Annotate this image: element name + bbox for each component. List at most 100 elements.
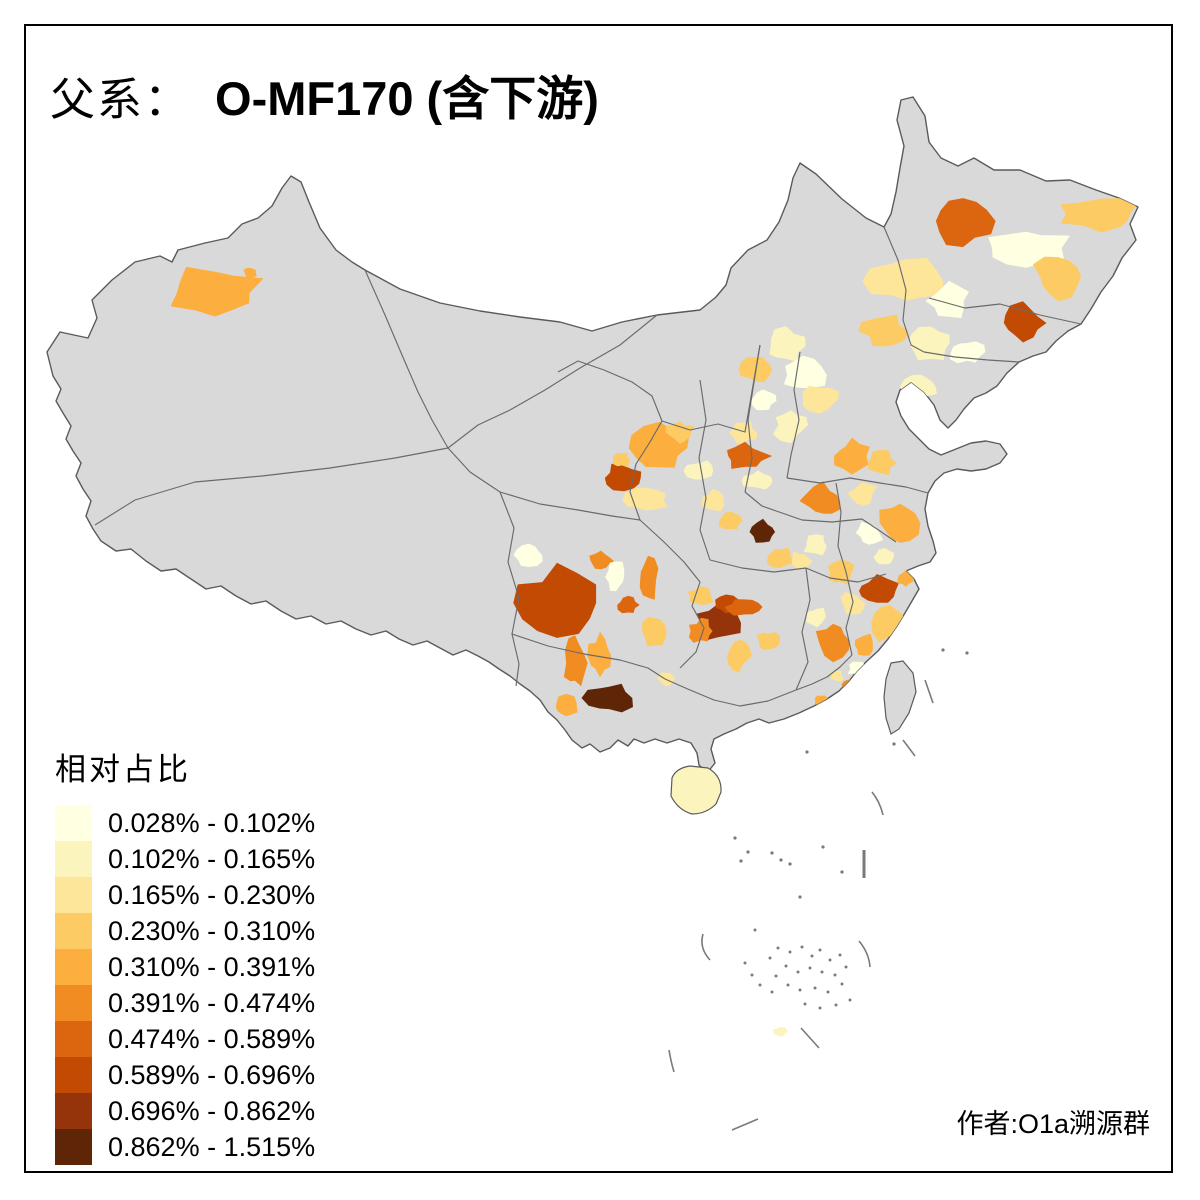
legend-range-label: 0.391% - 0.474%: [108, 987, 316, 1018]
prefecture-region: [563, 635, 588, 687]
prefecture-region: [581, 683, 633, 713]
legend-swatch: [55, 913, 92, 949]
legend-swatch: [55, 1057, 92, 1093]
prefecture-region: [802, 385, 839, 414]
prefecture-region: [854, 633, 873, 656]
legend-range-label: 0.102% - 0.165%: [108, 843, 316, 874]
legend-range-label: 0.165% - 0.230%: [108, 879, 316, 910]
prefecture-region: [665, 421, 694, 444]
prefecture-region: [908, 326, 950, 361]
legend-row: 0.862% - 1.515%: [55, 1129, 315, 1165]
prefecture-region: [815, 623, 850, 663]
prefecture-region: [847, 661, 870, 676]
prefecture-region: [791, 551, 813, 570]
prefecture-region: [170, 266, 264, 317]
attribution-text: 作者:O1a溯源群: [956, 1109, 1150, 1139]
prefecture-region: [689, 617, 713, 643]
hainan-island: [670, 765, 722, 815]
prefecture-region: [783, 355, 827, 388]
prefecture-region: [858, 314, 909, 347]
title-prefix-cjk: 父系：: [50, 75, 192, 125]
legend-rows: 0.028% - 0.102% 0.102% - 0.165% 0.165% - 0…: [55, 805, 315, 1165]
prefecture-region: [806, 607, 826, 628]
prefecture-region: [803, 534, 827, 556]
legend-row: 0.102% - 0.165%: [55, 841, 315, 877]
prefecture-region: [847, 481, 878, 507]
prefecture-region: [867, 449, 897, 476]
prefecture-region: [799, 481, 841, 514]
legend-range-label: 0.474% - 0.589%: [108, 1023, 316, 1054]
prefecture-region: [769, 326, 806, 362]
province-borders: [94, 226, 1082, 707]
prefecture-region: [726, 639, 752, 673]
prefecture-region: [555, 693, 578, 717]
title-haplogroup: O-MF170 (含下游): [215, 72, 599, 125]
prefecture-region: [829, 670, 844, 682]
prefecture-region: [1060, 198, 1137, 233]
prefecture-region: [724, 599, 763, 616]
legend-row: 0.589% - 0.696%: [55, 1057, 315, 1093]
sea-island-regions-layer: [772, 1027, 788, 1037]
prefecture-region: [639, 555, 659, 600]
taiwan-island: [883, 660, 917, 735]
legend-swatch: [55, 985, 92, 1021]
prefecture-region: [513, 543, 543, 567]
south-china-sea-marks: [668, 648, 969, 1131]
prefecture-region: [701, 488, 725, 512]
legend-swatch: [55, 805, 92, 841]
legend-row: 0.230% - 0.310%: [55, 913, 315, 949]
legend-swatch: [55, 1093, 92, 1129]
legend-range-label: 0.028% - 0.102%: [108, 807, 316, 838]
legend-row: 0.474% - 0.589%: [55, 1021, 315, 1057]
prefecture-region: [1003, 301, 1047, 343]
prefecture-region: [772, 1027, 788, 1037]
prefecture-region: [589, 550, 614, 570]
legend-range-label: 0.589% - 0.696%: [108, 1059, 316, 1090]
prefecture-region: [243, 267, 257, 278]
legend-range-label: 0.230% - 0.310%: [108, 915, 316, 946]
prefecture-region: [683, 460, 714, 480]
prefecture-region: [767, 547, 795, 568]
prefecture-region: [833, 437, 870, 475]
prefecture-region: [749, 518, 776, 543]
legend-swatch: [55, 841, 92, 877]
prefecture-region: [719, 511, 743, 530]
legend-swatch: [55, 1021, 92, 1057]
prefecture-region: [741, 470, 773, 490]
prefecture-region: [846, 683, 861, 700]
prefecture-region: [756, 632, 781, 650]
legend-row: 0.028% - 0.102%: [55, 805, 315, 841]
legend-row: 0.391% - 0.474%: [55, 985, 315, 1021]
prefecture-region: [925, 280, 969, 318]
legend-title: 相对占比: [55, 752, 191, 787]
legend-swatch: [55, 949, 92, 985]
legend-range-label: 0.862% - 1.515%: [108, 1131, 316, 1162]
legend-range-label: 0.696% - 0.862%: [108, 1095, 316, 1126]
prefecture-region: [727, 441, 773, 469]
prefecture-region: [513, 562, 597, 638]
prefecture-region: [613, 452, 630, 468]
legend-swatch: [55, 1129, 92, 1165]
prefecture-region: [859, 574, 899, 603]
prefecture-region: [855, 521, 884, 545]
legend-swatch: [55, 877, 92, 913]
prefecture-region: [605, 561, 625, 592]
prefecture-region: [617, 595, 640, 614]
map-title: 父系： O-MF170 (含下游): [50, 60, 599, 129]
china-mainland-outline: [46, 96, 1139, 774]
prefecture-region: [935, 198, 996, 248]
prefecture-region: [642, 616, 667, 647]
legend-row: 0.310% - 0.391%: [55, 949, 315, 985]
prefecture-region: [622, 487, 668, 511]
prefecture-region: [587, 631, 612, 678]
legend-row: 0.165% - 0.230%: [55, 877, 315, 913]
prefecture-region: [873, 548, 895, 565]
legend-row: 0.696% - 0.862%: [55, 1093, 315, 1129]
islands: [670, 660, 917, 815]
map-legend: 相对占比 0.028% - 0.102% 0.102% - 0.165% 0.165…: [55, 744, 315, 1165]
prefecture-region: [879, 503, 921, 543]
prefecture-region: [1032, 256, 1082, 302]
prefecture-region: [750, 389, 777, 411]
